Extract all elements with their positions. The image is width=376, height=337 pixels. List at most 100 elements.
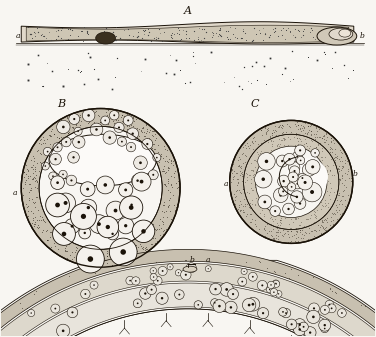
Circle shape [157, 280, 159, 282]
Circle shape [232, 293, 234, 295]
Circle shape [255, 171, 272, 188]
Polygon shape [21, 22, 354, 44]
Circle shape [87, 206, 90, 209]
Circle shape [274, 210, 276, 212]
Circle shape [96, 176, 114, 194]
Circle shape [51, 304, 60, 313]
Circle shape [68, 152, 79, 163]
Circle shape [294, 170, 296, 172]
Circle shape [292, 179, 303, 189]
Circle shape [246, 297, 260, 311]
Circle shape [132, 220, 155, 243]
Ellipse shape [183, 266, 197, 272]
Circle shape [93, 284, 95, 286]
Circle shape [130, 146, 132, 148]
Circle shape [288, 172, 298, 182]
Circle shape [305, 159, 320, 174]
Circle shape [292, 176, 294, 178]
Circle shape [127, 120, 129, 121]
Circle shape [21, 109, 180, 267]
Circle shape [150, 274, 157, 280]
Circle shape [129, 280, 131, 281]
Circle shape [47, 151, 49, 152]
Circle shape [230, 306, 232, 309]
Circle shape [39, 126, 162, 249]
Circle shape [299, 328, 301, 331]
Circle shape [175, 270, 182, 276]
Circle shape [269, 289, 270, 290]
Circle shape [55, 308, 56, 309]
Circle shape [273, 292, 274, 293]
Circle shape [248, 304, 250, 306]
Circle shape [261, 178, 265, 181]
Circle shape [103, 131, 116, 144]
Circle shape [30, 312, 32, 314]
Circle shape [52, 175, 54, 177]
Circle shape [87, 114, 90, 117]
Circle shape [109, 238, 137, 266]
Circle shape [283, 203, 294, 215]
Circle shape [152, 174, 154, 176]
Circle shape [89, 215, 108, 234]
Circle shape [150, 268, 156, 274]
Circle shape [114, 122, 124, 132]
Circle shape [270, 284, 272, 286]
Circle shape [270, 206, 280, 216]
Circle shape [86, 188, 89, 191]
Circle shape [80, 289, 90, 299]
Ellipse shape [49, 134, 156, 186]
Circle shape [74, 127, 82, 135]
Circle shape [62, 126, 65, 128]
Circle shape [262, 312, 264, 314]
Circle shape [71, 225, 74, 228]
Circle shape [238, 277, 247, 286]
Circle shape [287, 319, 297, 330]
Circle shape [252, 303, 254, 306]
Circle shape [277, 175, 290, 187]
Circle shape [243, 298, 256, 312]
Circle shape [225, 301, 237, 313]
Circle shape [120, 196, 143, 219]
Circle shape [123, 116, 133, 125]
Circle shape [291, 323, 293, 325]
Circle shape [272, 280, 279, 287]
Circle shape [228, 289, 238, 300]
Circle shape [124, 188, 127, 191]
Ellipse shape [317, 27, 357, 45]
Circle shape [106, 225, 110, 229]
Circle shape [288, 158, 291, 160]
Circle shape [281, 160, 284, 162]
Circle shape [51, 176, 64, 189]
Ellipse shape [329, 28, 353, 40]
Circle shape [41, 162, 49, 170]
Text: b: b [359, 32, 364, 40]
Circle shape [64, 201, 68, 205]
Circle shape [118, 183, 133, 197]
Circle shape [261, 284, 263, 286]
Circle shape [46, 193, 70, 217]
Circle shape [139, 180, 144, 184]
Circle shape [205, 266, 211, 272]
Text: a: a [223, 180, 228, 188]
Circle shape [44, 165, 46, 167]
Circle shape [302, 177, 303, 179]
Circle shape [304, 327, 316, 337]
Polygon shape [0, 249, 376, 337]
Circle shape [65, 219, 80, 234]
Circle shape [186, 263, 196, 273]
Circle shape [321, 325, 329, 333]
Text: B: B [57, 99, 65, 109]
Circle shape [170, 266, 171, 268]
Text: a: a [13, 189, 18, 197]
Circle shape [132, 132, 134, 135]
Circle shape [70, 179, 73, 182]
Circle shape [302, 182, 322, 202]
Circle shape [341, 312, 343, 314]
Circle shape [295, 145, 306, 156]
Circle shape [79, 227, 91, 239]
Circle shape [279, 308, 287, 316]
Text: C: C [250, 99, 259, 109]
Circle shape [257, 280, 267, 290]
Circle shape [302, 163, 315, 176]
Circle shape [111, 233, 114, 235]
